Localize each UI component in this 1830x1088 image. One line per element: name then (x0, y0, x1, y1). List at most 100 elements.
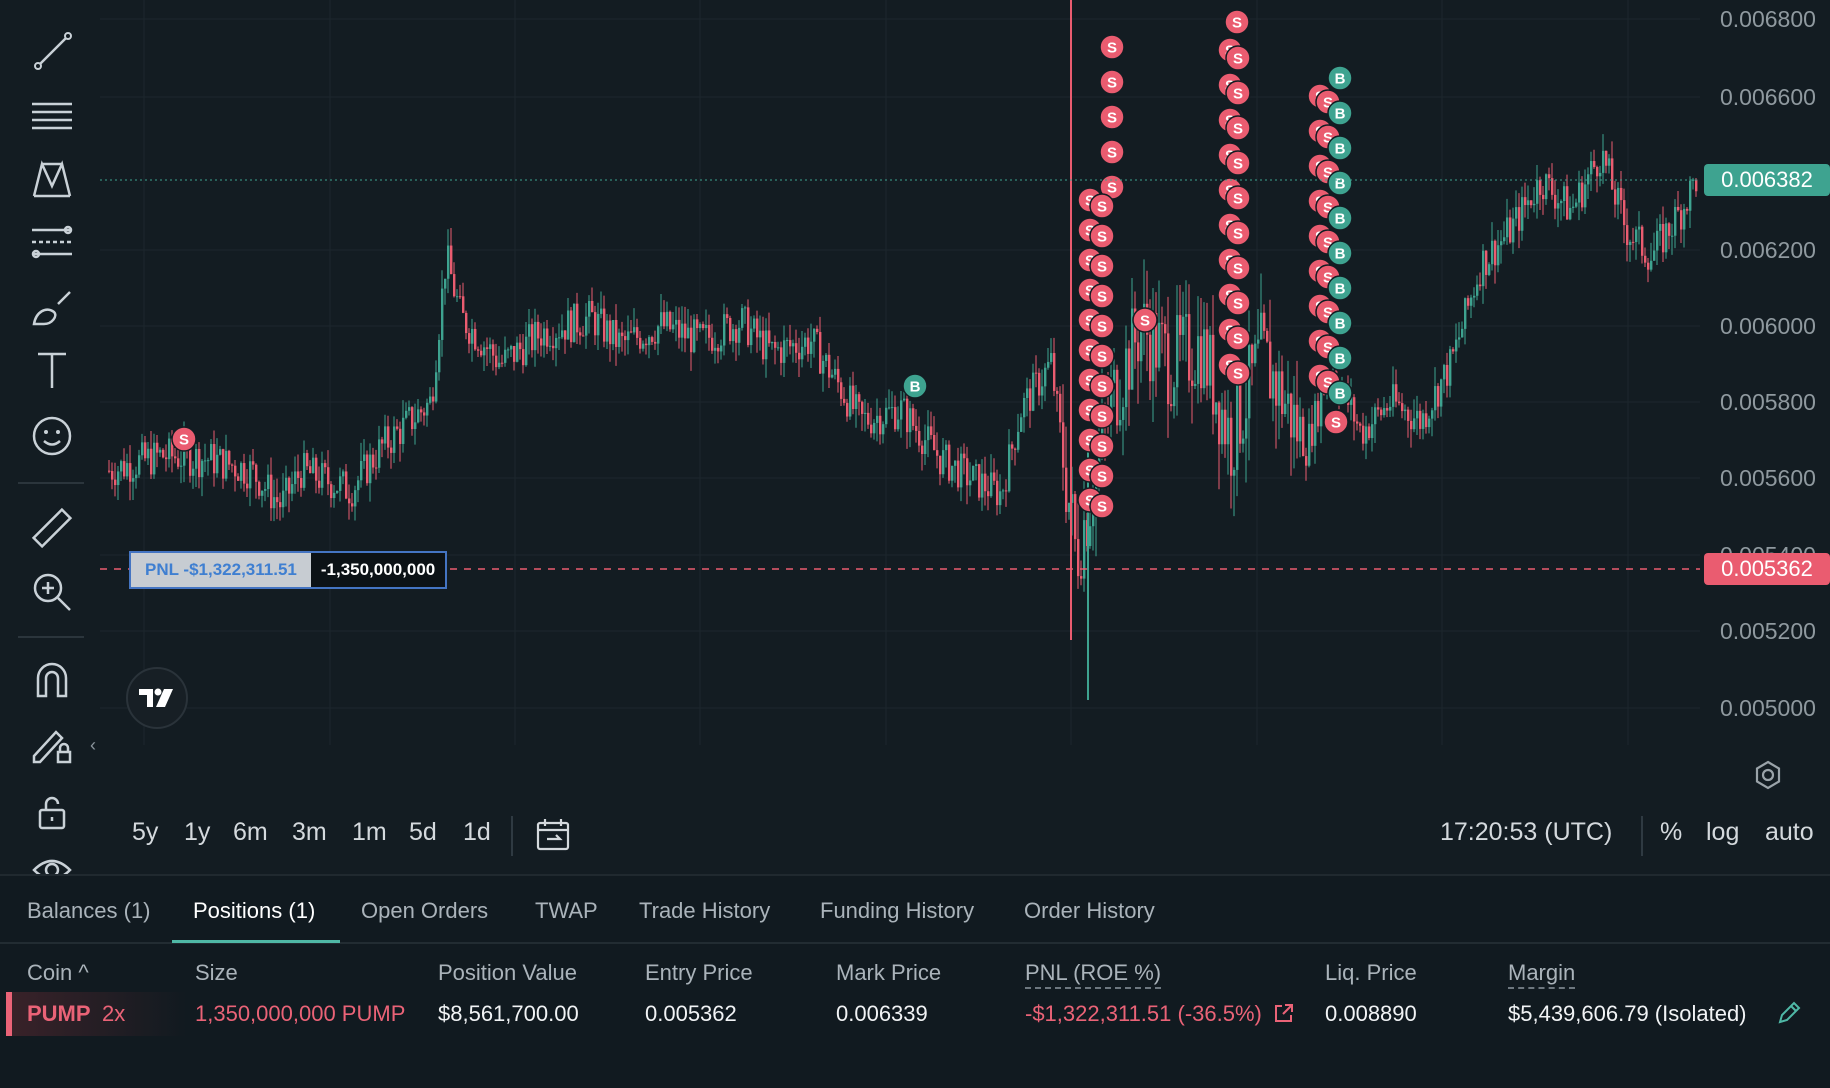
sell-marker[interactable] (1089, 193, 1115, 219)
header-mark-price[interactable]: Mark Price (836, 960, 942, 985)
buy-marker[interactable] (1327, 310, 1353, 336)
sell-marker[interactable] (1089, 223, 1115, 249)
sell-marker[interactable] (1089, 403, 1115, 429)
trend-line-icon[interactable] (22, 24, 82, 76)
sell-marker[interactable] (1225, 80, 1251, 106)
header-entry-price[interactable]: Entry Price (645, 960, 753, 985)
log-toggle[interactable]: log (1706, 818, 1740, 846)
sell-marker[interactable] (1089, 373, 1115, 399)
buy-marker[interactable] (1327, 65, 1353, 91)
header-position-value[interactable]: Position Value (438, 960, 578, 985)
ruler-icon[interactable] (22, 502, 82, 554)
position-pnl-label[interactable]: PNL -$1,322,311.51 -1,350,000,000 (129, 551, 448, 589)
header-coin[interactable]: Coin ^ (27, 960, 89, 985)
buy-marker[interactable] (1327, 170, 1353, 196)
sell-marker[interactable] (1225, 45, 1251, 71)
utc-clock[interactable]: 17:20:53 (UTC) (1440, 818, 1613, 846)
range-1y-button[interactable]: 1y (184, 818, 211, 846)
sell-marker[interactable] (1225, 185, 1251, 211)
candle-body (444, 278, 447, 289)
pattern-icon[interactable] (22, 154, 82, 206)
candle-body (666, 311, 669, 327)
sell-marker[interactable] (171, 426, 197, 452)
header-margin[interactable]: Margin (1508, 960, 1576, 989)
sell-marker[interactable] (1099, 139, 1125, 165)
horizontal-lines-icon[interactable] (22, 90, 82, 142)
eye-icon[interactable] (22, 846, 82, 874)
tradingview-logo-icon[interactable] (126, 667, 188, 729)
candle-body (135, 474, 138, 479)
sell-marker[interactable] (1089, 253, 1115, 279)
sell-marker[interactable] (1225, 115, 1251, 141)
magnet-icon[interactable] (22, 654, 82, 706)
candle-body (549, 345, 552, 347)
buy-marker[interactable] (1327, 380, 1353, 406)
sell-marker[interactable] (1225, 360, 1251, 386)
sell-marker[interactable] (1132, 307, 1158, 333)
position-coin[interactable]: PUMP (27, 1001, 91, 1026)
auto-toggle[interactable]: auto (1765, 818, 1814, 846)
candle-body (1479, 284, 1482, 287)
sell-marker[interactable] (1099, 69, 1125, 95)
sell-marker[interactable] (1225, 150, 1251, 176)
settings-icon[interactable] (1752, 759, 1784, 791)
tab-balances[interactable]: Balances (1) (27, 898, 151, 923)
sell-marker[interactable] (1089, 493, 1115, 519)
sell-marker[interactable] (1225, 325, 1251, 351)
percent-toggle[interactable]: % (1660, 818, 1683, 846)
sell-marker[interactable] (1089, 433, 1115, 459)
candle-body (240, 463, 243, 481)
range-5d-button[interactable]: 5d (409, 818, 437, 846)
tab-positions[interactable]: Positions (1) (193, 898, 316, 923)
sell-marker[interactable] (1225, 255, 1251, 281)
candle-body (408, 407, 411, 411)
marker-label: S (1097, 319, 1107, 336)
tab-twap[interactable]: TWAP (535, 898, 598, 923)
candle-body (564, 330, 567, 340)
external-link-icon[interactable] (1273, 1002, 1295, 1029)
buy-marker[interactable] (902, 373, 928, 399)
brush-icon[interactable] (22, 282, 82, 334)
header-liq-price[interactable]: Liq. Price (1325, 960, 1417, 985)
candle-body (1437, 386, 1440, 407)
range-3m-button[interactable]: 3m (292, 818, 327, 846)
edit-icon[interactable] (1776, 1000, 1802, 1031)
sell-marker[interactable] (1323, 409, 1349, 435)
fib-icon[interactable] (22, 218, 82, 270)
tab-funding-history[interactable]: Funding History (820, 898, 975, 923)
sell-marker[interactable] (1225, 220, 1251, 246)
sell-marker[interactable] (1099, 104, 1125, 130)
buy-marker[interactable] (1327, 240, 1353, 266)
range-6m-button[interactable]: 6m (233, 818, 268, 846)
sell-marker[interactable] (1089, 463, 1115, 489)
sell-marker[interactable] (1224, 9, 1250, 35)
sell-marker[interactable] (1089, 343, 1115, 369)
buy-marker[interactable] (1327, 345, 1353, 371)
range-1m-button[interactable]: 1m (352, 818, 387, 846)
emoji-icon[interactable] (22, 410, 82, 462)
buy-marker[interactable] (1327, 135, 1353, 161)
candle-body (1092, 513, 1095, 527)
header-size[interactable]: Size (195, 960, 238, 985)
sell-marker[interactable] (1099, 34, 1125, 60)
buy-marker[interactable] (1327, 205, 1353, 231)
sell-marker[interactable] (1089, 313, 1115, 339)
unlock-icon[interactable] (22, 786, 82, 838)
text-icon[interactable] (22, 344, 82, 396)
sell-marker[interactable] (1225, 290, 1251, 316)
tab-trade-history[interactable]: Trade History (639, 898, 771, 923)
header-pnl[interactable]: PNL (ROE %) (1025, 960, 1162, 989)
zoom-in-icon[interactable] (22, 566, 82, 618)
buy-marker[interactable] (1327, 275, 1353, 301)
calendar-icon[interactable] (533, 815, 573, 855)
sell-marker[interactable] (1089, 283, 1115, 309)
tab-order-history[interactable]: Order History (1024, 898, 1155, 923)
lock-pencil-icon[interactable] (22, 718, 82, 770)
buy-marker[interactable] (1327, 100, 1353, 126)
range-5y-button[interactable]: 5y (132, 818, 159, 846)
collapse-toolbar-icon[interactable]: ‹ (90, 735, 96, 755)
tab-open-orders[interactable]: Open Orders (361, 898, 489, 923)
range-1d-button[interactable]: 1d (463, 818, 491, 846)
